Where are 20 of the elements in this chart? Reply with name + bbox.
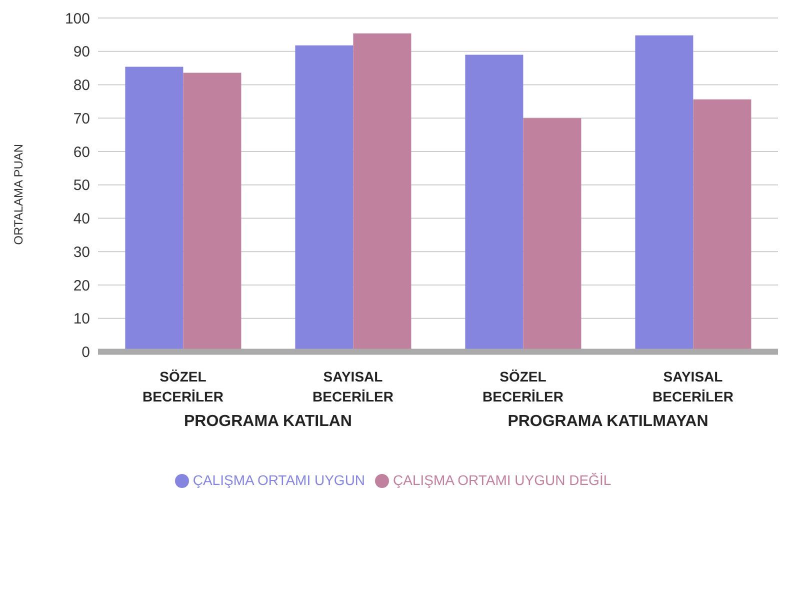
y-tick-label: 70	[73, 110, 90, 128]
y-tick-label: 60	[73, 144, 90, 161]
y-tick-label: 30	[73, 244, 90, 261]
y-tick-label: 0	[82, 344, 90, 362]
y-tick-label: 40	[73, 210, 90, 228]
x-tick-label: SAYISAL BECERİLER	[312, 368, 394, 405]
y-tick-label: 100	[64, 10, 90, 28]
y-tick-label: 90	[73, 44, 90, 61]
legend-label: ÇALIŞMA ORTAMI UYGUN	[192, 472, 366, 488]
text: PROGRAMA KATILMAYAN	[506, 413, 710, 431]
x-tick-label: SÖZEL BECERİLER	[142, 368, 224, 405]
y-tick-label: 50	[73, 177, 90, 194]
y-tick-label: 10	[73, 310, 90, 328]
text: PROGRAMA KATILAN	[183, 413, 353, 431]
y-axis-title: ORTALAMA PUAN	[11, 144, 26, 245]
x-tick-label: SÖZEL BECERİLER	[482, 368, 564, 405]
legend-label: ÇALIŞMA ORTAMI UYGUN DEĞİL	[393, 472, 612, 488]
y-tick-label: 20	[73, 277, 90, 294]
y-tick-label: 80	[73, 77, 90, 94]
x-tick-label: SAYISAL BECERİLER	[652, 368, 734, 405]
